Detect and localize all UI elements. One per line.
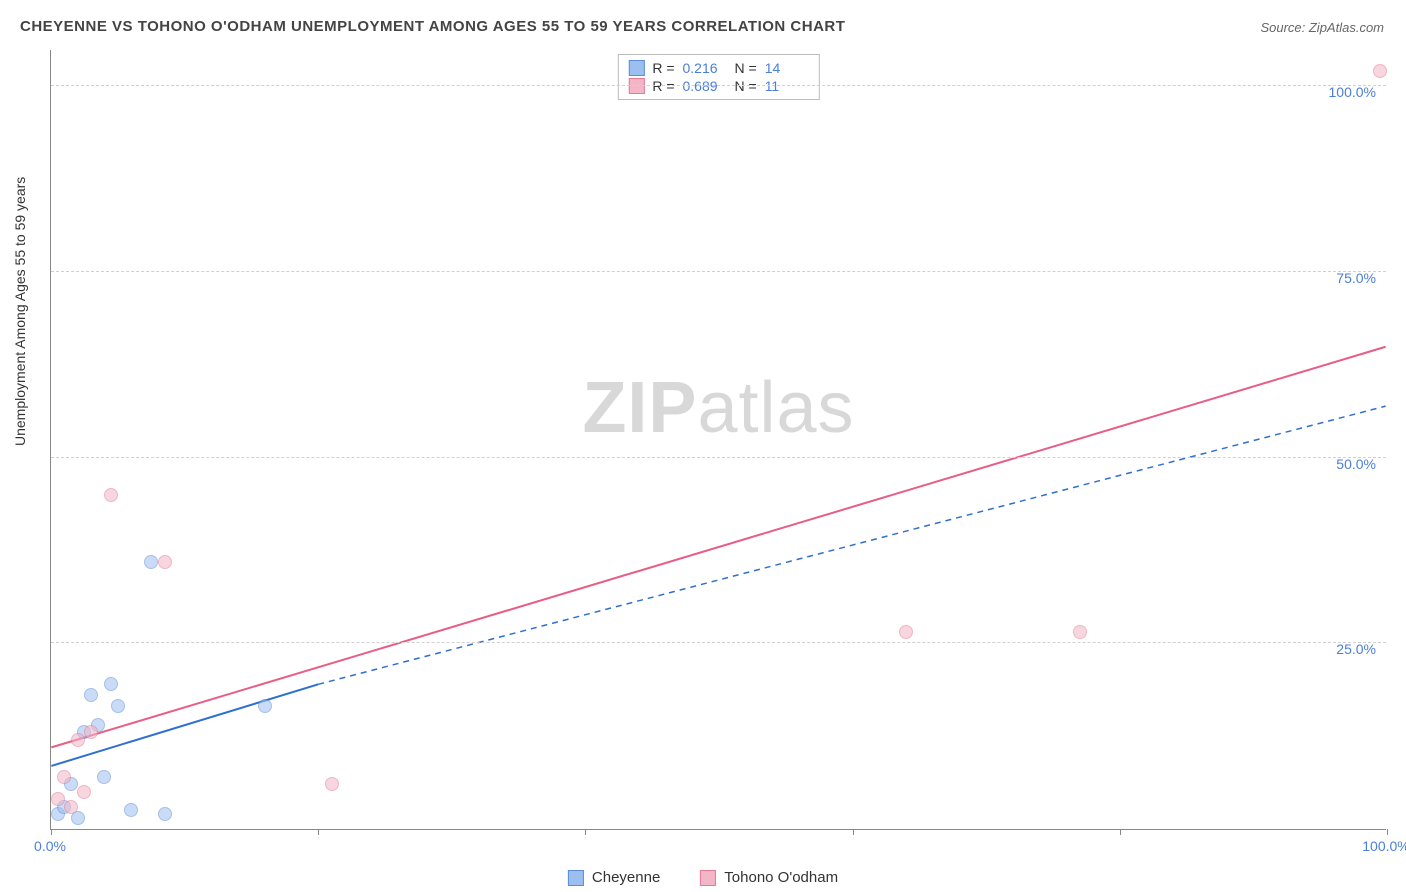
x-tick-label: 0.0% [34, 838, 66, 854]
scatter-point [158, 807, 172, 821]
stats-box: R =0.216N =14R =0.689N =11 [617, 54, 819, 100]
watermark: ZIPatlas [582, 367, 854, 449]
scatter-point [64, 800, 78, 814]
grid-line [51, 642, 1386, 643]
x-tick [318, 829, 319, 835]
scatter-point [104, 488, 118, 502]
y-tick-label: 100.0% [1329, 84, 1376, 100]
scatter-point [84, 688, 98, 702]
scatter-point [51, 792, 65, 806]
scatter-point [104, 677, 118, 691]
scatter-point [84, 725, 98, 739]
x-tick [1120, 829, 1121, 835]
scatter-point [158, 555, 172, 569]
scatter-point [71, 733, 85, 747]
legend-item: Cheyenne [568, 869, 660, 886]
legend-label: Cheyenne [592, 869, 660, 886]
scatter-point [57, 770, 71, 784]
stat-r-label: R = [652, 60, 674, 76]
scatter-point [1373, 64, 1387, 78]
scatter-point [258, 699, 272, 713]
scatter-point [899, 625, 913, 639]
grid-line [51, 85, 1386, 86]
legend-swatch [568, 870, 584, 886]
series-swatch [628, 60, 644, 76]
chart-title: CHEYENNE VS TOHONO O'ODHAM UNEMPLOYMENT … [20, 18, 845, 35]
stat-r-value: 0.216 [683, 60, 727, 76]
stats-row: R = 0.216 N = 14 [628, 59, 808, 77]
scatter-point [124, 803, 138, 817]
x-tick [51, 829, 52, 835]
scatter-point [1073, 625, 1087, 639]
stat-n-label: N = [735, 60, 757, 76]
source-label: Source: ZipAtlas.com [1260, 20, 1384, 35]
x-tick [585, 829, 586, 835]
grid-line [51, 457, 1386, 458]
stat-n-value: 14 [765, 60, 809, 76]
legend-label: Tohono O'odham [724, 869, 838, 886]
scatter-point [325, 777, 339, 791]
trend-lines-svg [51, 50, 1386, 829]
plot-area: ZIPatlas R =0.216N =14R =0.689N =11 25.0… [50, 50, 1386, 830]
x-tick-label: 100.0% [1362, 838, 1406, 854]
scatter-point [144, 555, 158, 569]
y-tick-label: 50.0% [1336, 456, 1376, 472]
x-tick [1387, 829, 1388, 835]
legend-swatch [700, 870, 716, 886]
scatter-point [111, 699, 125, 713]
y-tick-label: 75.0% [1336, 270, 1376, 286]
grid-line [51, 271, 1386, 272]
bottom-legend: Cheyenne Tohono O'odham [568, 869, 838, 886]
legend-item: Tohono O'odham [700, 869, 838, 886]
trend-line [51, 347, 1385, 748]
y-axis-label: Unemployment Among Ages 55 to 59 years [12, 177, 28, 446]
scatter-point [97, 770, 111, 784]
y-tick-label: 25.0% [1336, 641, 1376, 657]
scatter-point [77, 785, 91, 799]
x-tick [853, 829, 854, 835]
